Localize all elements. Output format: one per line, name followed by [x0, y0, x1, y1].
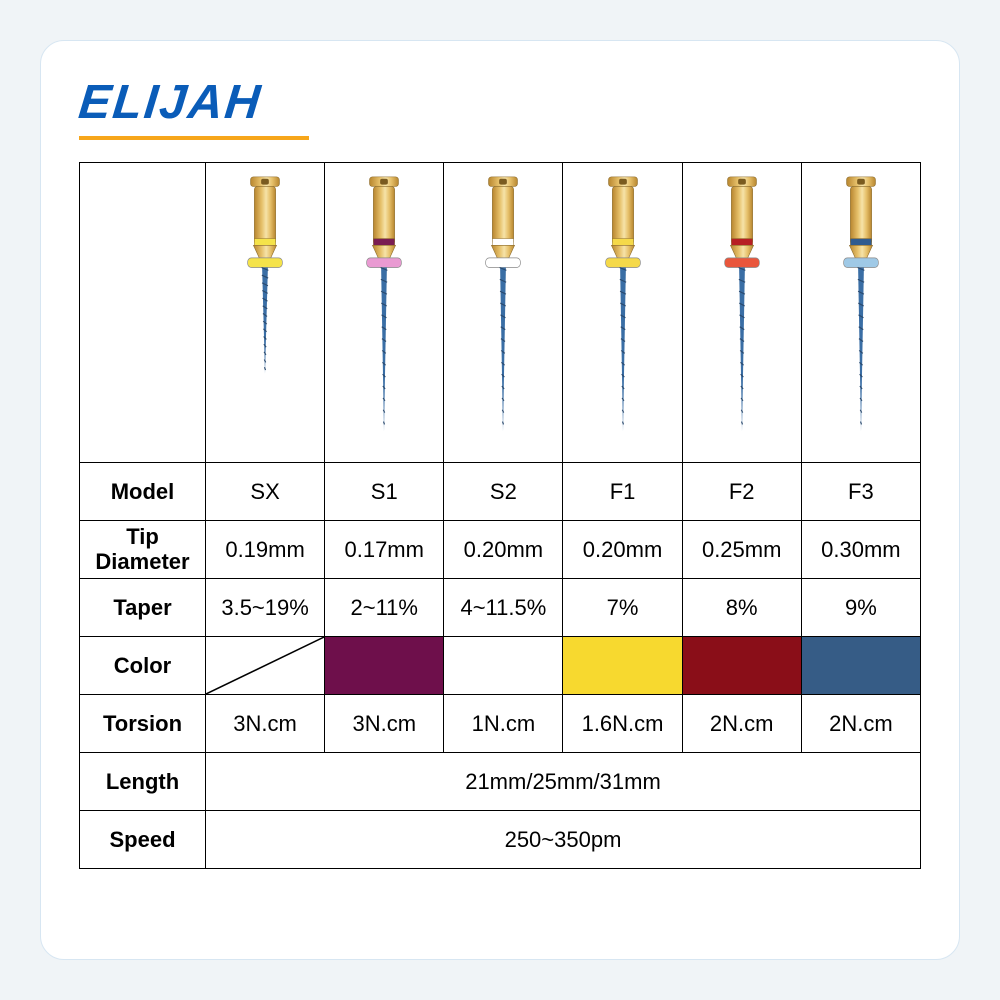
cell-color-4 [682, 637, 801, 695]
row-torsion-label: Torsion [80, 695, 206, 753]
row-model: Model SX S1 S2 F1 F2 F3 [80, 463, 921, 521]
cell-torsion-1: 3N.cm [325, 695, 444, 753]
cell-length-merged: 21mm/25mm/31mm [206, 753, 921, 811]
cell-taper-3: 7% [563, 579, 682, 637]
row-tip-diameter-label: Tip Diameter [80, 521, 206, 579]
img-cell-1 [325, 163, 444, 463]
img-cell-0 [206, 163, 325, 463]
spec-table: Model SX S1 S2 F1 F2 F3 Tip Diameter 0.1… [79, 162, 921, 869]
cell-tip-3: 0.20mm [563, 521, 682, 579]
img-cell-4 [682, 163, 801, 463]
row-color-label: Color [80, 637, 206, 695]
cell-tip-1: 0.17mm [325, 521, 444, 579]
product-card: ELIJAH [40, 40, 960, 960]
cell-taper-1: 2~11% [325, 579, 444, 637]
row-color: Color [80, 637, 921, 695]
row-images [80, 163, 921, 463]
row-model-label: Model [80, 463, 206, 521]
img-cell-5 [801, 163, 920, 463]
cell-tip-0: 0.19mm [206, 521, 325, 579]
cell-color-1 [325, 637, 444, 695]
img-cell-2 [444, 163, 563, 463]
row-taper-label: Taper [80, 579, 206, 637]
cell-model-1: S1 [325, 463, 444, 521]
cell-taper-2: 4~11.5% [444, 579, 563, 637]
cell-torsion-5: 2N.cm [801, 695, 920, 753]
cell-torsion-4: 2N.cm [682, 695, 801, 753]
cell-color-0 [206, 637, 325, 695]
row-speed-label: Speed [80, 811, 206, 869]
cell-tip-4: 0.25mm [682, 521, 801, 579]
row-torsion: Torsion 3N.cm 3N.cm 1N.cm 1.6N.cm 2N.cm … [80, 695, 921, 753]
cell-torsion-2: 1N.cm [444, 695, 563, 753]
cell-taper-4: 8% [682, 579, 801, 637]
row-images-header [80, 163, 206, 463]
cell-torsion-3: 1.6N.cm [563, 695, 682, 753]
cell-model-3: F1 [563, 463, 682, 521]
row-taper: Taper 3.5~19% 2~11% 4~11.5% 7% 8% 9% [80, 579, 921, 637]
row-length: Length 21mm/25mm/31mm [80, 753, 921, 811]
cell-color-3 [563, 637, 682, 695]
cell-model-4: F2 [682, 463, 801, 521]
cell-speed-merged: 250~350pm [206, 811, 921, 869]
brand-logo: ELIJAH [76, 75, 924, 130]
cell-color-5 [801, 637, 920, 695]
cell-tip-5: 0.30mm [801, 521, 920, 579]
cell-tip-2: 0.20mm [444, 521, 563, 579]
cell-torsion-0: 3N.cm [206, 695, 325, 753]
brand-underline [79, 136, 309, 140]
row-length-label: Length [80, 753, 206, 811]
row-speed: Speed 250~350pm [80, 811, 921, 869]
cell-taper-0: 3.5~19% [206, 579, 325, 637]
cell-model-2: S2 [444, 463, 563, 521]
row-tip-diameter: Tip Diameter 0.19mm 0.17mm 0.20mm 0.20mm… [80, 521, 921, 579]
cell-model-0: SX [206, 463, 325, 521]
cell-model-5: F3 [801, 463, 920, 521]
img-cell-3 [563, 163, 682, 463]
cell-taper-5: 9% [801, 579, 920, 637]
cell-color-2 [444, 637, 563, 695]
